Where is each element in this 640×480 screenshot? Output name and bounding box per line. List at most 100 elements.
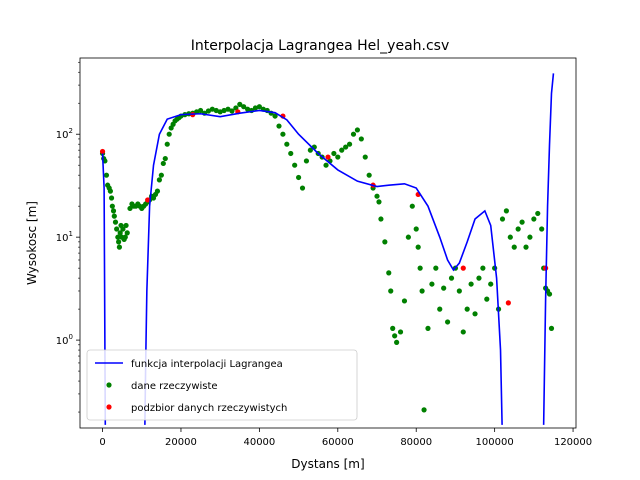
data-point [160,160,166,167]
data-point [390,325,396,331]
data-point [484,296,490,302]
data-point [519,219,525,225]
data-point [284,141,290,147]
subset-point [505,300,511,306]
data-point [233,105,239,111]
data-point [335,154,341,160]
data-point [323,162,329,168]
data-point [331,150,337,157]
data-point [376,199,382,205]
data-point [108,195,115,201]
x-tick-label: 40000 [243,437,275,448]
data-point [444,319,451,325]
data-point [535,210,541,217]
data-point [421,407,427,413]
interpolation-line [542,73,555,425]
data-point [531,216,537,222]
data-point [217,109,223,115]
data-point [164,141,170,147]
data-point [527,234,533,240]
data-point [241,104,247,110]
data-point [392,333,398,339]
x-axis-label: Dystans [m] [291,457,364,471]
data-point [472,311,478,317]
data-point [456,288,462,294]
x-tick-label: 60000 [322,437,354,448]
data-point [378,216,384,222]
data-point [546,291,553,297]
series-dane-rzeczywiste [99,101,555,413]
data-point [429,281,435,287]
data-point [256,104,262,110]
data-point [405,234,411,240]
data-point [503,208,509,214]
data-point [122,234,128,240]
data-point [417,265,423,271]
data-point [124,230,130,236]
data-point [415,244,421,250]
data-point [120,226,126,232]
interpolation-line [144,109,503,425]
data-point [156,177,162,183]
data-point [114,226,120,232]
data-point [295,174,302,181]
interpolation-line [101,153,107,425]
data-point [110,208,117,214]
data-point [109,203,115,209]
data-point [441,285,447,291]
legend-box [86,349,358,421]
legend-marker-swatch [106,404,112,410]
legend-label: funkcja interpolacji Lagrangea [131,359,283,370]
y-axis-label: Wysokosc [m] [25,201,39,285]
data-point [401,298,408,304]
data-point [307,147,313,153]
data-point [229,108,235,114]
data-point [123,222,129,229]
data-point [117,230,123,236]
legend-label: podzbior danych rzeczywistych [131,403,287,414]
data-point [397,329,404,335]
data-point [225,106,231,112]
data-point [112,219,119,225]
data-point [507,234,513,240]
x-tick-label: 100000 [476,437,514,448]
data-point [209,106,215,112]
x-tick-label: 80000 [400,437,432,448]
data-point [354,127,361,133]
data-point [366,172,372,178]
data-point [162,155,168,162]
data-point [358,136,364,142]
data-point [499,216,506,222]
data-point [419,288,425,294]
x-tick-label: 120000 [554,437,592,448]
data-point [539,226,545,232]
data-point [272,113,278,119]
x-tick-label: 20000 [165,437,197,448]
chart-title: Interpolacja Lagrangea Hel_yeah.csv [191,38,450,54]
data-point [511,244,517,250]
data-point [523,244,529,250]
subset-point [460,265,466,271]
data-point [299,185,306,191]
data-point [197,107,204,114]
subset-point [325,154,331,160]
data-point [158,172,164,178]
data-point [362,154,368,160]
data-point [115,234,121,240]
data-point [425,325,431,331]
legend-label: dane rzeczywiste [131,381,218,392]
data-point [409,203,415,209]
data-point [350,131,357,137]
data-point [480,265,486,271]
data-point [343,144,349,150]
data-point [468,281,474,287]
plot-area [99,73,555,425]
data-point [111,213,117,219]
data-point [388,288,394,294]
data-point [221,107,227,114]
data-point [103,172,110,178]
subset-point [145,197,151,203]
data-point [464,306,470,312]
